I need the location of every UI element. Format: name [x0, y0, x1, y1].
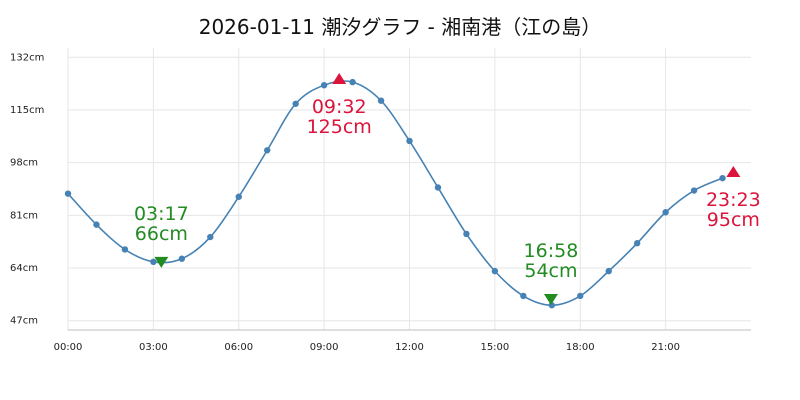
data-point — [150, 258, 157, 266]
data-point — [64, 190, 72, 197]
data-point — [662, 209, 669, 216]
data-point — [377, 97, 385, 104]
extreme-time-label: 16:58 — [524, 240, 579, 262]
x-tick-label: 18:00 — [566, 342, 595, 353]
y-tick-label: 115cm — [10, 105, 44, 116]
data-point — [207, 233, 214, 241]
data-point — [93, 221, 100, 228]
data-point — [349, 78, 356, 86]
x-tick-label: 15:00 — [480, 342, 509, 353]
data-point — [121, 246, 129, 253]
low-tide-marker — [543, 294, 558, 306]
x-tick-label: 00:00 — [54, 342, 83, 353]
extreme-level-label: 125cm — [307, 116, 372, 138]
data-point — [633, 240, 641, 247]
low-tide-marker — [154, 256, 169, 268]
data-point — [605, 267, 612, 275]
extreme-time-label: 23:23 — [706, 189, 761, 211]
data-point — [235, 193, 242, 200]
x-tick-label: 06:00 — [224, 342, 253, 353]
y-tick-label: 47cm — [10, 316, 38, 327]
tide-curve — [67, 80, 723, 307]
x-tick-label: 03:00 — [139, 342, 168, 353]
data-point — [434, 184, 442, 191]
data-point — [719, 174, 726, 182]
y-tick-label: 64cm — [10, 263, 38, 274]
data-point — [406, 137, 413, 145]
high-tide-marker — [726, 165, 741, 177]
extreme-level-label: 66cm — [135, 223, 188, 245]
series-layer — [64, 78, 726, 309]
x-tick-label: 12:00 — [395, 342, 424, 353]
high-tide-marker — [332, 72, 347, 84]
data-point — [178, 255, 186, 262]
extreme-level-label: 54cm — [524, 260, 577, 282]
data-point — [577, 292, 584, 300]
data-point — [292, 100, 299, 107]
extreme-level-label: 95cm — [707, 209, 760, 231]
data-point — [520, 292, 527, 300]
data-point — [463, 230, 470, 238]
data-point — [264, 147, 271, 154]
chart-title: 2026-01-11 潮汐グラフ - 湘南港（江の島） — [199, 15, 602, 39]
marker-layer — [154, 72, 741, 306]
x-tick-label: 21:00 — [651, 342, 680, 353]
extreme-time-label: 09:32 — [312, 96, 367, 118]
grid-layer — [67, 48, 751, 330]
data-point — [491, 267, 499, 275]
data-point — [320, 81, 328, 89]
x-tick-label: 09:00 — [310, 342, 339, 353]
extreme-time-label: 03:17 — [134, 203, 189, 225]
y-tick-label: 98cm — [10, 158, 38, 169]
data-point — [690, 187, 698, 194]
y-tick-label: 132cm — [10, 52, 44, 63]
y-tick-label: 81cm — [10, 210, 38, 221]
axis-layer: 47cm 64cm 81cm 98cm 115cm 132cm 00:00 03:00 06:0… — [10, 52, 751, 353]
